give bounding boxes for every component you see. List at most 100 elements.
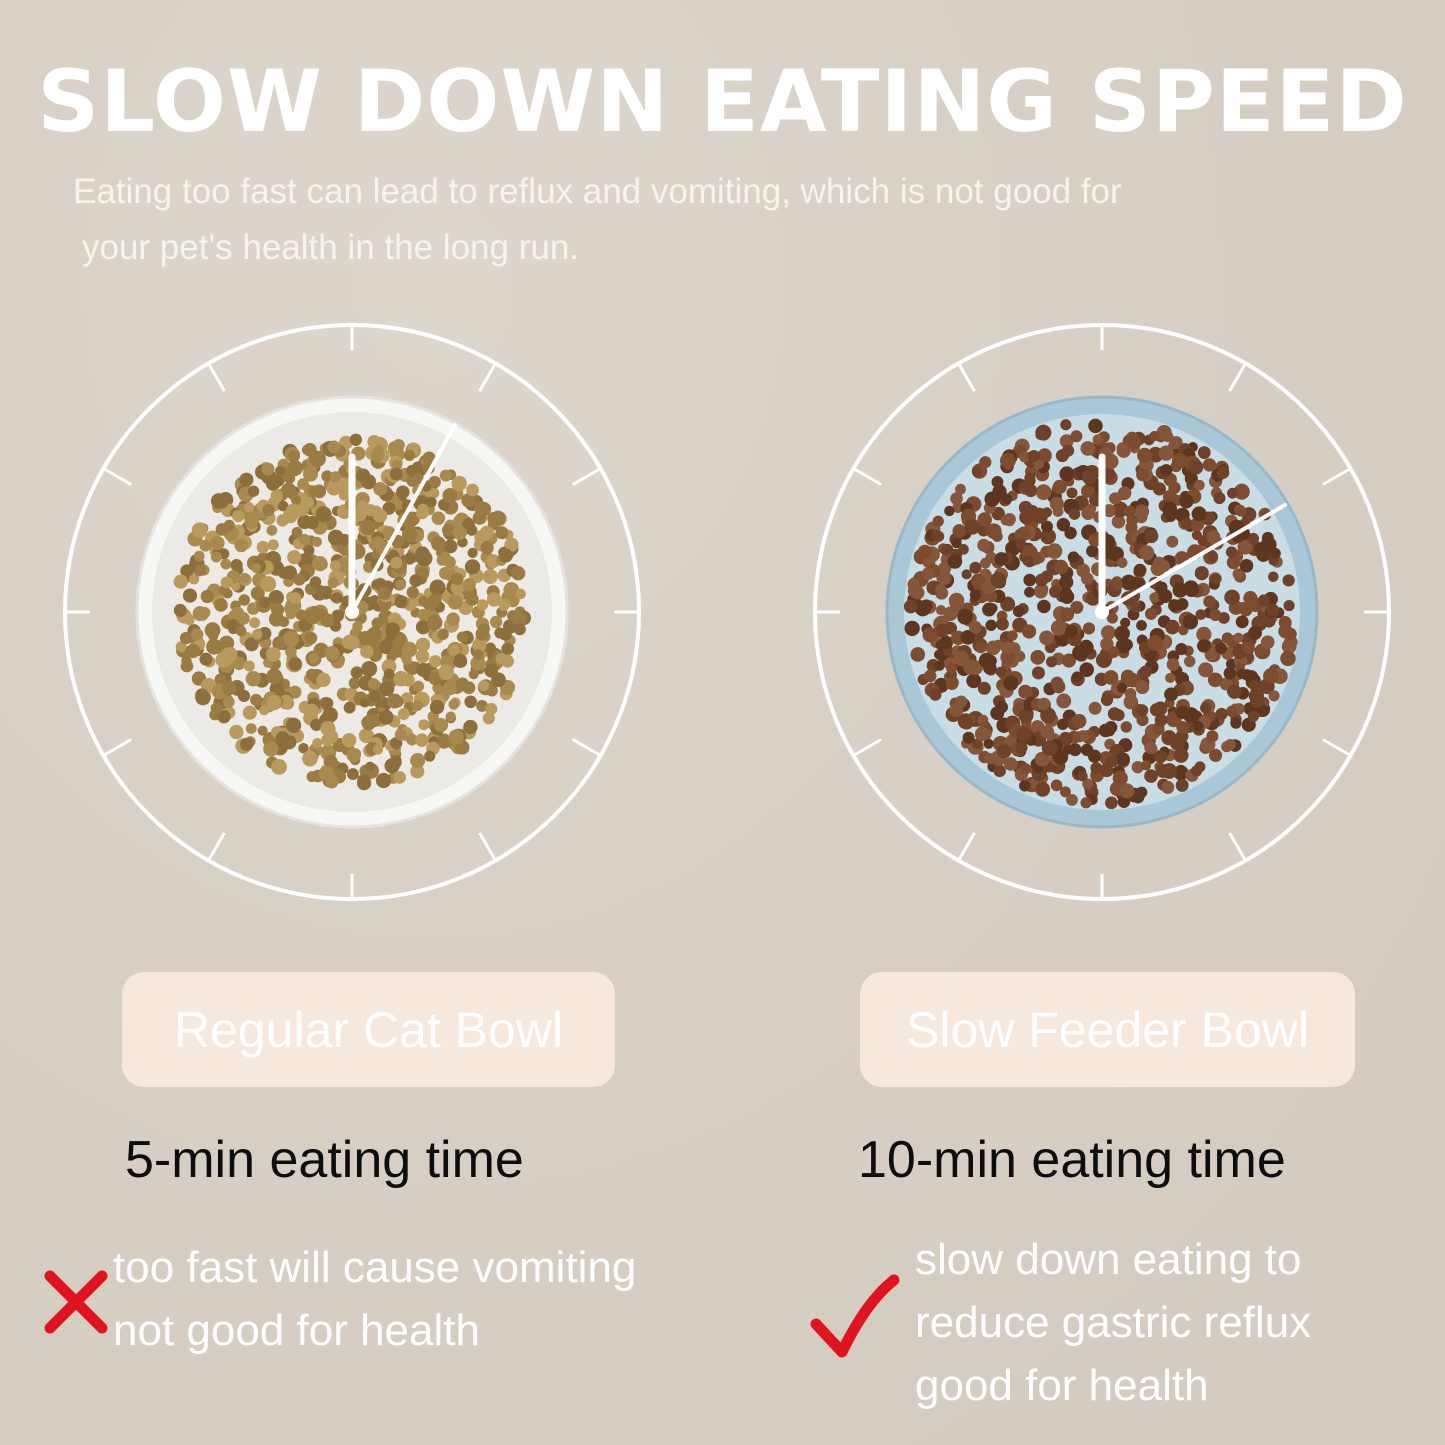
kibble-piece <box>368 690 381 703</box>
kibble-piece <box>1012 605 1025 618</box>
kibble-piece <box>1209 609 1222 622</box>
kibble-piece <box>239 572 251 584</box>
kibble-piece <box>1147 744 1158 755</box>
kibble-piece <box>391 695 404 708</box>
regular-point: not good for health <box>113 1306 480 1355</box>
kibble-piece <box>977 512 992 527</box>
kibble-piece <box>1114 625 1130 642</box>
kibble-piece <box>1103 670 1119 685</box>
kibble-piece <box>944 505 955 517</box>
kibble-piece <box>267 539 279 551</box>
kibble-piece <box>312 556 328 572</box>
kibble-piece <box>1224 589 1240 606</box>
kibble-piece <box>349 433 363 446</box>
kibble-piece <box>1103 725 1116 737</box>
kibble-piece <box>489 615 503 629</box>
kibble-piece <box>406 733 418 746</box>
kibble-piece <box>1280 650 1296 667</box>
kibble-piece <box>180 564 194 578</box>
kibble-piece <box>467 547 478 558</box>
kibble-piece <box>1131 760 1144 774</box>
kibble-piece <box>1106 549 1118 560</box>
kibble-piece <box>308 485 320 497</box>
kibble-piece <box>214 673 227 686</box>
kibble-piece <box>243 660 255 672</box>
kibble-piece <box>304 631 318 645</box>
kibble-piece <box>400 692 414 705</box>
kibble-piece <box>1000 452 1016 469</box>
kibble-piece <box>1233 483 1250 500</box>
kibble-piece <box>1247 532 1260 545</box>
kibble-piece <box>217 709 231 724</box>
kibble-piece <box>293 573 306 586</box>
kibble-piece <box>1282 574 1295 587</box>
kibble-piece <box>308 652 319 664</box>
kibble-piece <box>219 635 235 651</box>
kibble-piece <box>393 670 409 687</box>
kibble-piece <box>226 618 239 632</box>
kibble-piece <box>464 695 477 709</box>
kibble-piece <box>1015 741 1028 754</box>
kibble-piece <box>1123 694 1139 710</box>
kibble-piece <box>365 761 376 772</box>
kibble-piece <box>498 548 513 563</box>
kibble-piece <box>354 510 367 522</box>
kibble-piece <box>378 709 394 725</box>
check-icon <box>810 1274 900 1358</box>
kibble-piece <box>416 550 433 567</box>
kibble-piece <box>482 712 495 725</box>
kibble-piece <box>396 485 410 499</box>
kibble-piece <box>491 672 506 688</box>
kibble-piece <box>1235 615 1249 629</box>
kibble-piece <box>302 466 319 482</box>
kibble-piece <box>261 462 275 476</box>
kibble-piece <box>285 645 297 658</box>
kibble-piece <box>1152 482 1167 496</box>
kibble-piece <box>943 606 958 622</box>
kibble-piece <box>1215 642 1228 655</box>
kibble-piece <box>961 569 972 580</box>
kibble-piece <box>990 572 1007 588</box>
kibble-piece <box>448 729 464 745</box>
kibble-piece <box>235 625 247 637</box>
kibble-piece <box>312 737 323 749</box>
kibble-piece <box>1180 517 1192 529</box>
kibble-piece <box>191 522 208 539</box>
kibble-piece <box>466 483 479 497</box>
kibble-piece <box>1100 694 1113 707</box>
kibble-piece <box>290 495 302 506</box>
kibble-piece <box>1266 603 1280 617</box>
kibble-piece <box>1035 484 1052 501</box>
kibble-piece <box>1000 641 1015 655</box>
kibble-piece <box>418 595 430 607</box>
kibble-piece <box>1155 581 1168 594</box>
kibble-piece <box>338 489 350 501</box>
kibble-piece <box>1133 563 1147 577</box>
kibble-piece <box>394 728 407 741</box>
kibble-piece <box>401 526 418 543</box>
kibble-piece <box>1040 725 1055 739</box>
kibble-piece <box>424 750 436 762</box>
kibble-piece <box>1136 704 1149 717</box>
kibble-piece <box>316 672 331 688</box>
kibble-piece <box>985 619 997 632</box>
kibble-piece <box>303 750 317 764</box>
kibble-piece <box>359 697 370 708</box>
kibble-piece <box>263 741 279 757</box>
kibble-piece <box>482 569 498 585</box>
kibble-piece <box>200 589 214 604</box>
kibble-piece <box>429 579 446 596</box>
kibble-piece <box>995 666 1006 678</box>
kibble-piece <box>288 450 300 463</box>
kibble-piece <box>1003 675 1019 691</box>
kibble-piece <box>249 617 261 629</box>
clock-tick <box>207 362 226 392</box>
kibble-piece <box>1112 709 1125 722</box>
kibble-piece <box>1147 635 1163 651</box>
kibble-piece <box>373 481 388 496</box>
kibble-piece <box>323 754 338 769</box>
kibble-piece <box>372 744 384 755</box>
kibble-piece <box>1031 666 1045 680</box>
kibble-piece <box>1175 642 1188 656</box>
kibble-piece <box>1024 472 1036 484</box>
